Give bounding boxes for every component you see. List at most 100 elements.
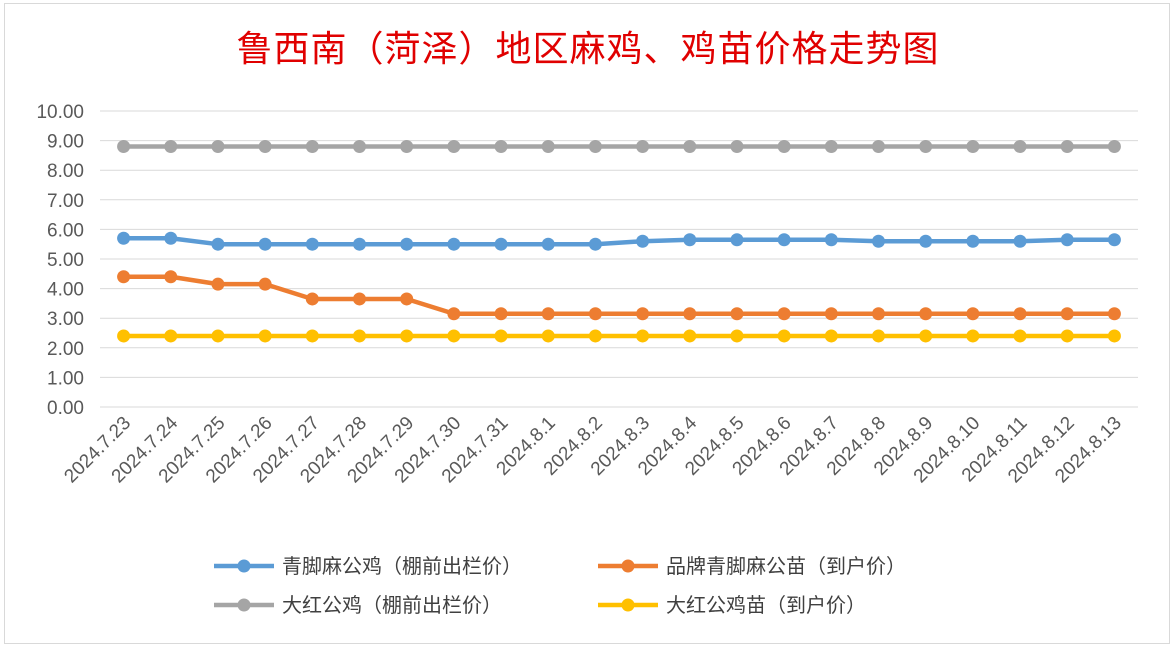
data-point <box>164 140 178 154</box>
data-point <box>258 140 272 154</box>
data-point <box>494 237 508 251</box>
data-point <box>1060 307 1074 321</box>
data-point <box>683 307 697 321</box>
y-tick-label: 8.00 <box>47 161 84 182</box>
data-point <box>1013 140 1027 154</box>
data-point <box>872 140 885 154</box>
data-point <box>447 307 461 321</box>
series-1 <box>117 270 1121 321</box>
data-point <box>919 234 933 248</box>
data-point <box>588 140 602 154</box>
data-point <box>1107 307 1121 321</box>
data-point <box>588 307 602 321</box>
data-point <box>1013 329 1027 343</box>
data-point <box>777 329 791 343</box>
legend-marker <box>237 559 251 573</box>
data-point <box>683 140 697 154</box>
data-point <box>211 237 225 251</box>
data-point <box>541 329 555 343</box>
y-tick-label: 5.00 <box>47 250 84 271</box>
data-point <box>541 140 555 154</box>
data-point <box>730 140 744 154</box>
series-3 <box>117 329 1121 343</box>
series-2 <box>117 140 1121 154</box>
data-point <box>305 237 319 251</box>
data-point <box>211 277 225 291</box>
data-point <box>353 237 366 251</box>
data-point <box>1013 307 1027 321</box>
data-point <box>824 329 838 343</box>
legend-label: 大红公鸡（棚前出栏价） <box>282 593 502 617</box>
data-point <box>117 329 131 343</box>
data-point <box>400 237 414 251</box>
data-point <box>447 329 461 343</box>
legend-label: 青脚麻公鸡（棚前出栏价） <box>282 554 522 578</box>
data-point <box>258 329 272 343</box>
data-point <box>117 270 131 284</box>
y-tick-label: 9.00 <box>47 132 84 153</box>
data-point <box>730 329 744 343</box>
legend-marker <box>621 559 635 573</box>
data-point <box>400 140 414 154</box>
data-point <box>824 233 838 247</box>
data-point <box>1013 234 1027 248</box>
chart-frame <box>4 3 1170 644</box>
data-point <box>683 329 697 343</box>
data-point <box>588 329 602 343</box>
data-point <box>966 234 980 248</box>
series-0 <box>117 231 1121 251</box>
data-point <box>400 329 414 343</box>
data-point <box>353 140 366 154</box>
data-point <box>117 140 131 154</box>
data-point <box>777 140 791 154</box>
y-tick-label: 3.00 <box>47 309 84 330</box>
y-tick-label: 6.00 <box>47 220 84 241</box>
chart-title: 鲁西南（菏泽）地区麻鸡、鸡苗价格走势图 <box>236 29 940 70</box>
data-point <box>1060 140 1074 154</box>
data-point <box>494 307 508 321</box>
legend-item: 青脚麻公鸡（棚前出栏价） <box>214 554 522 578</box>
data-point <box>400 292 414 306</box>
data-point <box>164 231 178 245</box>
data-point <box>447 237 461 251</box>
y-tick-label: 2.00 <box>47 339 84 360</box>
data-point <box>1107 233 1121 247</box>
data-point <box>541 307 555 321</box>
data-point <box>258 277 272 291</box>
y-tick-label: 4.00 <box>47 280 84 301</box>
data-point <box>1107 329 1121 343</box>
data-point <box>919 140 933 154</box>
data-point <box>872 307 885 321</box>
legend-item: 大红公鸡（棚前出栏价） <box>214 593 502 617</box>
legend-item: 品牌青脚麻公苗（到户价） <box>598 554 906 578</box>
data-point <box>777 307 791 321</box>
data-point <box>164 270 178 284</box>
data-point <box>824 307 838 321</box>
data-point <box>636 329 650 343</box>
data-point <box>683 233 697 247</box>
data-point <box>494 329 508 343</box>
data-point <box>636 307 650 321</box>
data-point <box>730 233 744 247</box>
series-line <box>123 236 1115 247</box>
data-point <box>164 329 178 343</box>
legend-label: 大红公鸡苗（到户价） <box>666 593 866 617</box>
data-point <box>305 140 319 154</box>
y-tick-label: 0.00 <box>47 398 84 419</box>
data-point <box>777 233 791 247</box>
data-point <box>919 329 933 343</box>
data-point <box>966 307 980 321</box>
data-point <box>305 329 319 343</box>
data-point <box>211 329 225 343</box>
data-point <box>730 307 744 321</box>
data-point <box>872 234 885 248</box>
legend-marker <box>237 598 251 612</box>
y-tick-label: 10.00 <box>36 102 84 123</box>
data-point <box>541 237 555 251</box>
data-point <box>447 140 461 154</box>
y-tick-label: 7.00 <box>47 191 84 212</box>
data-point <box>211 140 225 154</box>
data-point <box>588 237 602 251</box>
series-line <box>123 274 1115 317</box>
